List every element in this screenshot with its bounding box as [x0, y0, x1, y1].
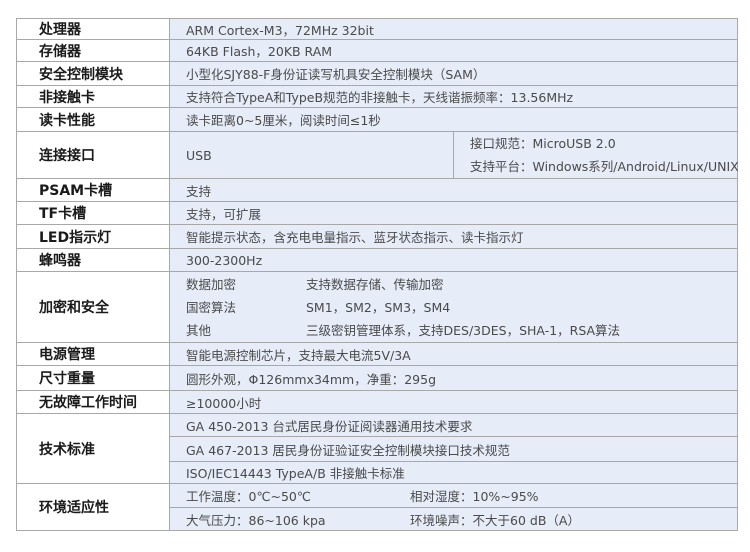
value-buzzer: 300-2300Hz [169, 248, 738, 272]
value-mtbf: ≥10000小时 [169, 390, 738, 414]
row-mtbf: 无故障工作时间 ≥10000小时 [16, 390, 738, 414]
security-item-value: 支持数据存储、传输加密 [306, 276, 444, 292]
spec-table: 处理器 ARM Cortex-M3，72MHz 32bit 存储器 64KB F… [16, 18, 739, 531]
label-interface: 连接接口 [16, 131, 170, 179]
env-humidity: 相对湿度：10%~95% [410, 489, 539, 504]
label-contactless: 非接触卡 [16, 85, 170, 108]
row-environment-2: 大气压力：86~106 kpa 环境噪声：不大于60 dB（A） [17, 507, 738, 531]
row-standards-2: GA 467-2013 居民身份证验证安全控制模块接口技术规范 [17, 436, 738, 462]
row-power: 电源管理 智能电源控制芯片，支持最大电流5V/3A [16, 342, 738, 366]
row-psam: PSAM卡槽 支持 [16, 178, 738, 202]
row-tf: TF卡槽 支持，可扩展 [16, 201, 738, 225]
row-processor: 处理器 ARM Cortex-M3，72MHz 32bit [16, 18, 738, 40]
value-power: 智能电源控制芯片，支持最大电流5V/3A [169, 342, 738, 366]
value-read-perf: 读卡距离0~5厘米，阅读时间≤1秒 [169, 107, 738, 132]
row-sam: 安全控制模块 小型化SJY88-F身份证读写机具安全控制模块（SAM） [16, 61, 738, 86]
env-temperature: 工作温度：0℃~50℃ [186, 489, 311, 504]
security-item-name: 数据加密 [186, 276, 237, 292]
row-standards-3: ISO/IEC14443 TypeA/B 非接触卡标准 [17, 461, 738, 484]
value-psam: 支持 [169, 178, 738, 202]
row-environment: 环境适应性 工作温度：0℃~50℃ 相对湿度：10%~95% [16, 483, 738, 531]
label-sam: 安全控制模块 [16, 61, 170, 86]
row-led: LED指示灯 智能提示状态，含充电电量指示、蓝牙状态指示、读卡指示灯 [16, 224, 738, 249]
value-memory: 64KB Flash，20KB RAM [169, 39, 738, 62]
row-memory: 存储器 64KB Flash，20KB RAM [16, 39, 738, 62]
security-item-name: 国密算法 [186, 299, 237, 315]
security-item-name: 其他 [186, 322, 212, 338]
security-item: 数据加密 支持数据存储、传输加密 [186, 273, 737, 296]
value-contactless: 支持符合TypeA和TypeB规范的非接触卡，天线谐振频率：13.56MHz [169, 85, 738, 108]
value-sam: 小型化SJY88-F身份证读写机具安全控制模块（SAM） [169, 61, 738, 86]
row-security: 加密和安全 数据加密 支持数据存储、传输加密 国密算法 SM1，SM2，SM3，SM… [16, 271, 738, 343]
env-pressure: 大气压力：86~106 kpa [186, 512, 326, 528]
label-processor: 处理器 [16, 18, 170, 40]
env-noise: 环境噪声：不大于60 dB（A） [410, 512, 580, 528]
standard-item: ISO/IEC14443 TypeA/B 非接触卡标准 [169, 461, 738, 484]
value-interface-type: USB [169, 131, 454, 179]
row-buzzer: 蜂鸣器 300-2300Hz [16, 248, 738, 272]
label-security: 加密和安全 [16, 271, 170, 343]
label-size: 尺寸重量 [16, 365, 170, 391]
security-item: 其他 三级密钥管理体系，支持DES/3DES，SHA-1，RSA算法 [186, 319, 737, 342]
row-interface: 连接接口 USB 接口规范：MicroUSB 2.0 支持平台：Windows系… [16, 131, 739, 179]
label-standards: 技术标准 [16, 413, 170, 484]
value-tf: 支持，可扩展 [169, 201, 738, 225]
label-buzzer: 蜂鸣器 [16, 248, 170, 272]
label-mtbf: 无故障工作时间 [16, 390, 170, 414]
security-item-value: 三级密钥管理体系，支持DES/3DES，SHA-1，RSA算法 [306, 322, 621, 338]
value-size: 圆形外观，Φ126mmx34mm，净重：295g [169, 365, 738, 391]
label-memory: 存储器 [16, 39, 170, 62]
value-security: 数据加密 支持数据存储、传输加密 国密算法 SM1，SM2，SM3，SM4 其他 三级… [169, 271, 738, 343]
environment-row: 大气压力：86~106 kpa 环境噪声：不大于60 dB（A） [169, 507, 738, 531]
label-read-perf: 读卡性能 [16, 107, 170, 132]
label-tf: TF卡槽 [16, 201, 170, 225]
value-led: 智能提示状态，含充电电量指示、蓝牙状态指示、读卡指示灯 [169, 224, 738, 249]
security-item: 国密算法 SM1，SM2，SM3，SM4 [186, 296, 737, 319]
label-psam: PSAM卡槽 [16, 178, 170, 202]
security-item-value: SM1，SM2，SM3，SM4 [306, 299, 451, 315]
label-environment: 环境适应性 [16, 483, 170, 531]
interface-platforms: 支持平台：Windows系列/Android/Linux/UNIX [470, 159, 739, 174]
label-power: 电源管理 [16, 342, 170, 366]
standard-item: GA 450-2013 台式居民身份证阅读器通用技术要求 [169, 413, 738, 437]
value-interface-details: 接口规范：MicroUSB 2.0 支持平台：Windows系列/Android… [453, 131, 739, 179]
interface-spec: 接口规范：MicroUSB 2.0 [470, 136, 616, 151]
row-standards: 技术标准 GA 450-2013 台式居民身份证阅读器通用技术要求 [16, 413, 738, 484]
value-processor: ARM Cortex-M3，72MHz 32bit [169, 18, 738, 40]
standard-item: GA 467-2013 居民身份证验证安全控制模块接口技术规范 [169, 436, 738, 462]
label-led: LED指示灯 [16, 224, 170, 249]
environment-row: 工作温度：0℃~50℃ 相对湿度：10%~95% [169, 483, 738, 508]
row-read-perf: 读卡性能 读卡距离0~5厘米，阅读时间≤1秒 [16, 107, 738, 132]
row-size: 尺寸重量 圆形外观，Φ126mmx34mm，净重：295g [16, 365, 738, 391]
row-contactless: 非接触卡 支持符合TypeA和TypeB规范的非接触卡，天线谐振频率：13.56… [16, 85, 738, 108]
